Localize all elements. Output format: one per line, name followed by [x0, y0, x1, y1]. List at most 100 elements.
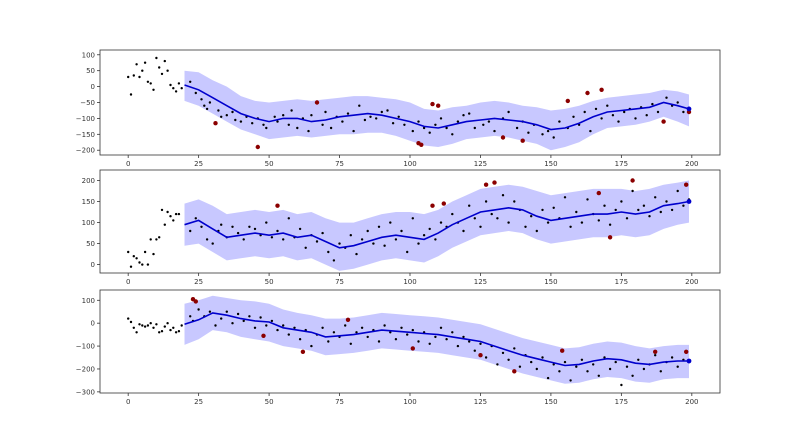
y-tick-label: −100: [76, 115, 95, 123]
data-point: [315, 240, 319, 243]
data-point: [366, 229, 369, 233]
x-tick-label: 0: [126, 278, 130, 286]
data-point: [439, 117, 443, 120]
data-point: [135, 331, 138, 334]
data-point: [434, 335, 437, 339]
data-point: [189, 229, 192, 233]
data-point: [451, 212, 454, 216]
data-point: [400, 326, 403, 329]
data-point: [524, 225, 527, 228]
data-point: [417, 340, 420, 343]
data-point: [265, 126, 268, 130]
data-point: [411, 217, 414, 220]
data-point: [670, 208, 674, 212]
data-point: [507, 358, 510, 361]
data-point: [386, 109, 389, 112]
x-tick-label: 25: [194, 160, 203, 168]
data-point: [160, 72, 164, 76]
y-tick-label: 100: [82, 51, 95, 59]
y-tick-label: −50: [80, 99, 95, 107]
data-point: [580, 358, 584, 361]
data-point: [676, 189, 679, 193]
data-point: [248, 315, 251, 318]
outlier-point: [193, 299, 198, 304]
data-point: [155, 238, 158, 241]
data-point: [535, 229, 538, 233]
data-point: [234, 118, 237, 122]
x-tick-label: 25: [194, 278, 203, 286]
data-point: [473, 349, 476, 352]
x-tick-label: 200: [685, 160, 698, 168]
x-tick-label: 150: [544, 398, 557, 406]
x-tick-label: 175: [615, 398, 628, 406]
data-point: [332, 259, 336, 262]
data-point: [310, 344, 313, 348]
data-point: [631, 189, 634, 193]
data-point: [541, 356, 544, 359]
data-point: [614, 360, 617, 364]
x-tick-label: 75: [335, 160, 344, 168]
data-point: [659, 370, 662, 373]
x-tick-label: 75: [335, 278, 344, 286]
data-point: [276, 120, 279, 123]
data-point: [138, 261, 141, 264]
data-point: [127, 250, 130, 254]
data-point: [552, 206, 555, 209]
data-point: [377, 225, 381, 228]
data-point: [273, 115, 276, 119]
data-point: [634, 117, 637, 120]
data-point: [155, 323, 158, 326]
subplot-1: 0 25 50 75 100 125 150 175 200 −200 −150 −100 −50 0 50…: [76, 49, 721, 168]
outlier-point: [275, 203, 280, 208]
data-point: [606, 104, 609, 107]
data-point: [456, 344, 460, 348]
y-tick-label: 150: [82, 198, 95, 206]
data-point: [172, 87, 175, 90]
data-point: [651, 102, 654, 106]
data-point: [163, 59, 166, 63]
data-point: [352, 129, 355, 133]
data-point: [558, 370, 561, 373]
data-point: [589, 129, 592, 133]
data-point: [138, 323, 141, 326]
data-point: [422, 234, 426, 237]
data-point: [583, 110, 586, 114]
data-point: [355, 331, 358, 334]
y-tick-label: 0: [91, 320, 95, 328]
data-point: [439, 326, 443, 329]
data-point: [169, 83, 172, 87]
data-point: [434, 238, 437, 241]
data-point: [194, 217, 197, 220]
data-point: [366, 335, 369, 339]
data-point: [656, 110, 660, 114]
data-point: [473, 217, 476, 220]
data-point: [363, 118, 367, 122]
data-point: [287, 333, 290, 336]
x-tick-label: 125: [474, 160, 487, 168]
data-point: [625, 217, 629, 220]
data-point: [417, 242, 420, 245]
data-point: [194, 91, 197, 95]
data-point: [637, 358, 640, 361]
data-point: [676, 101, 679, 104]
data-point: [482, 123, 485, 127]
data-point: [586, 198, 589, 201]
data-point: [611, 114, 615, 117]
data-point: [163, 223, 166, 226]
data-point: [146, 263, 150, 266]
data-point: [132, 326, 135, 329]
data-point: [445, 338, 448, 341]
data-point: [152, 252, 155, 256]
data-point: [592, 363, 595, 366]
data-point: [146, 80, 150, 84]
data-point: [377, 340, 381, 343]
data-point: [462, 335, 465, 339]
forecast-end-marker: [686, 358, 692, 364]
data-point: [321, 231, 324, 235]
data-point: [169, 215, 172, 218]
y-tick-label: −200: [76, 365, 95, 373]
data-point: [332, 331, 336, 334]
data-point: [541, 208, 544, 212]
data-point: [383, 244, 386, 247]
data-point: [242, 319, 245, 323]
